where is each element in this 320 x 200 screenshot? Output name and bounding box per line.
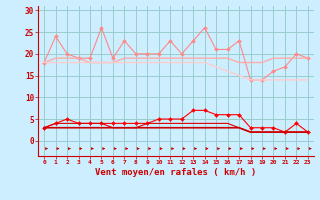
X-axis label: Vent moyen/en rafales ( km/h ): Vent moyen/en rafales ( km/h ) bbox=[95, 168, 257, 177]
